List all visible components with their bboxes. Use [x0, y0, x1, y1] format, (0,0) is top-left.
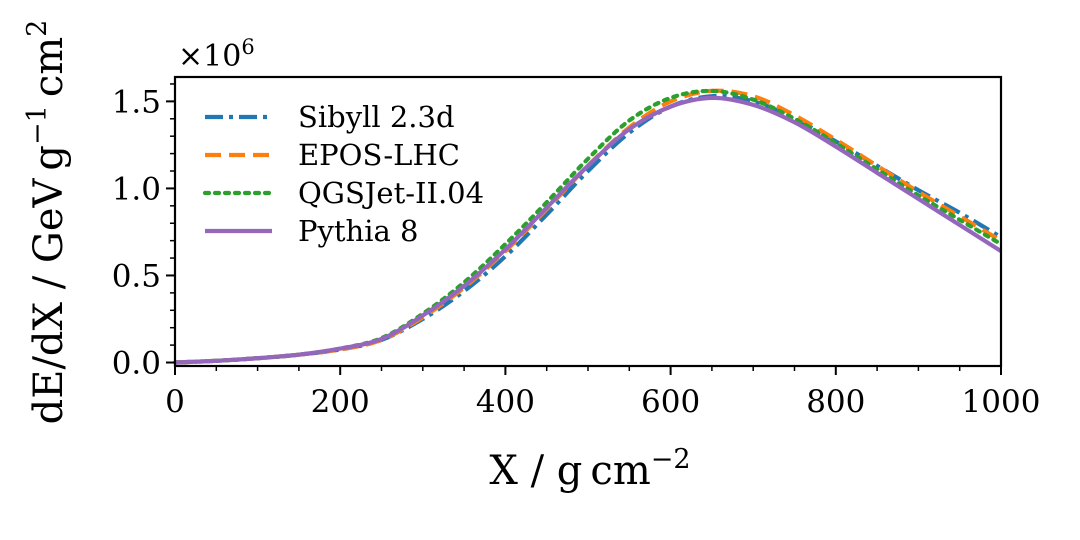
x-tick-label: 800 [806, 384, 865, 420]
y-tick-label: 0.5 [112, 258, 161, 294]
series-lines [172, 88, 1004, 365]
x-axis-label: X / g cm−2 [489, 444, 690, 494]
y-axis-label: dE/dX / GeVg−1cm2 [22, 20, 72, 425]
legend-label: Pythia 8 [298, 214, 418, 248]
x-tick-label: 400 [476, 384, 535, 420]
plot-area [175, 77, 1001, 366]
legend: Sibyll 2.3d EPOS-LHC QGSJet-II.04 Pythia 8 [202, 100, 484, 248]
y-tick-label: 1.5 [112, 84, 161, 120]
axis-ticks: 0 200 400 600 800 1000 0.0 0.5 1.0 1.5 [112, 83, 1041, 420]
x-tick-label: 200 [311, 384, 370, 420]
x-tick-label: 0 [165, 384, 185, 420]
y-tick-label: 1.0 [112, 171, 161, 207]
legend-label: Sibyll 2.3d [298, 100, 455, 134]
plot-frame [173, 75, 1003, 368]
legend-label: QGSJet-II.04 [298, 176, 484, 210]
x-tick-label: 600 [641, 384, 700, 420]
y-offset-label: ×106 [178, 35, 255, 74]
y-tick-label: 0.0 [112, 346, 161, 382]
series-line-4 [174, 95, 1003, 365]
legend-label: EPOS-LHC [298, 138, 460, 172]
x-tick-label: 1000 [962, 384, 1041, 420]
series-line-3 [172, 88, 1004, 365]
